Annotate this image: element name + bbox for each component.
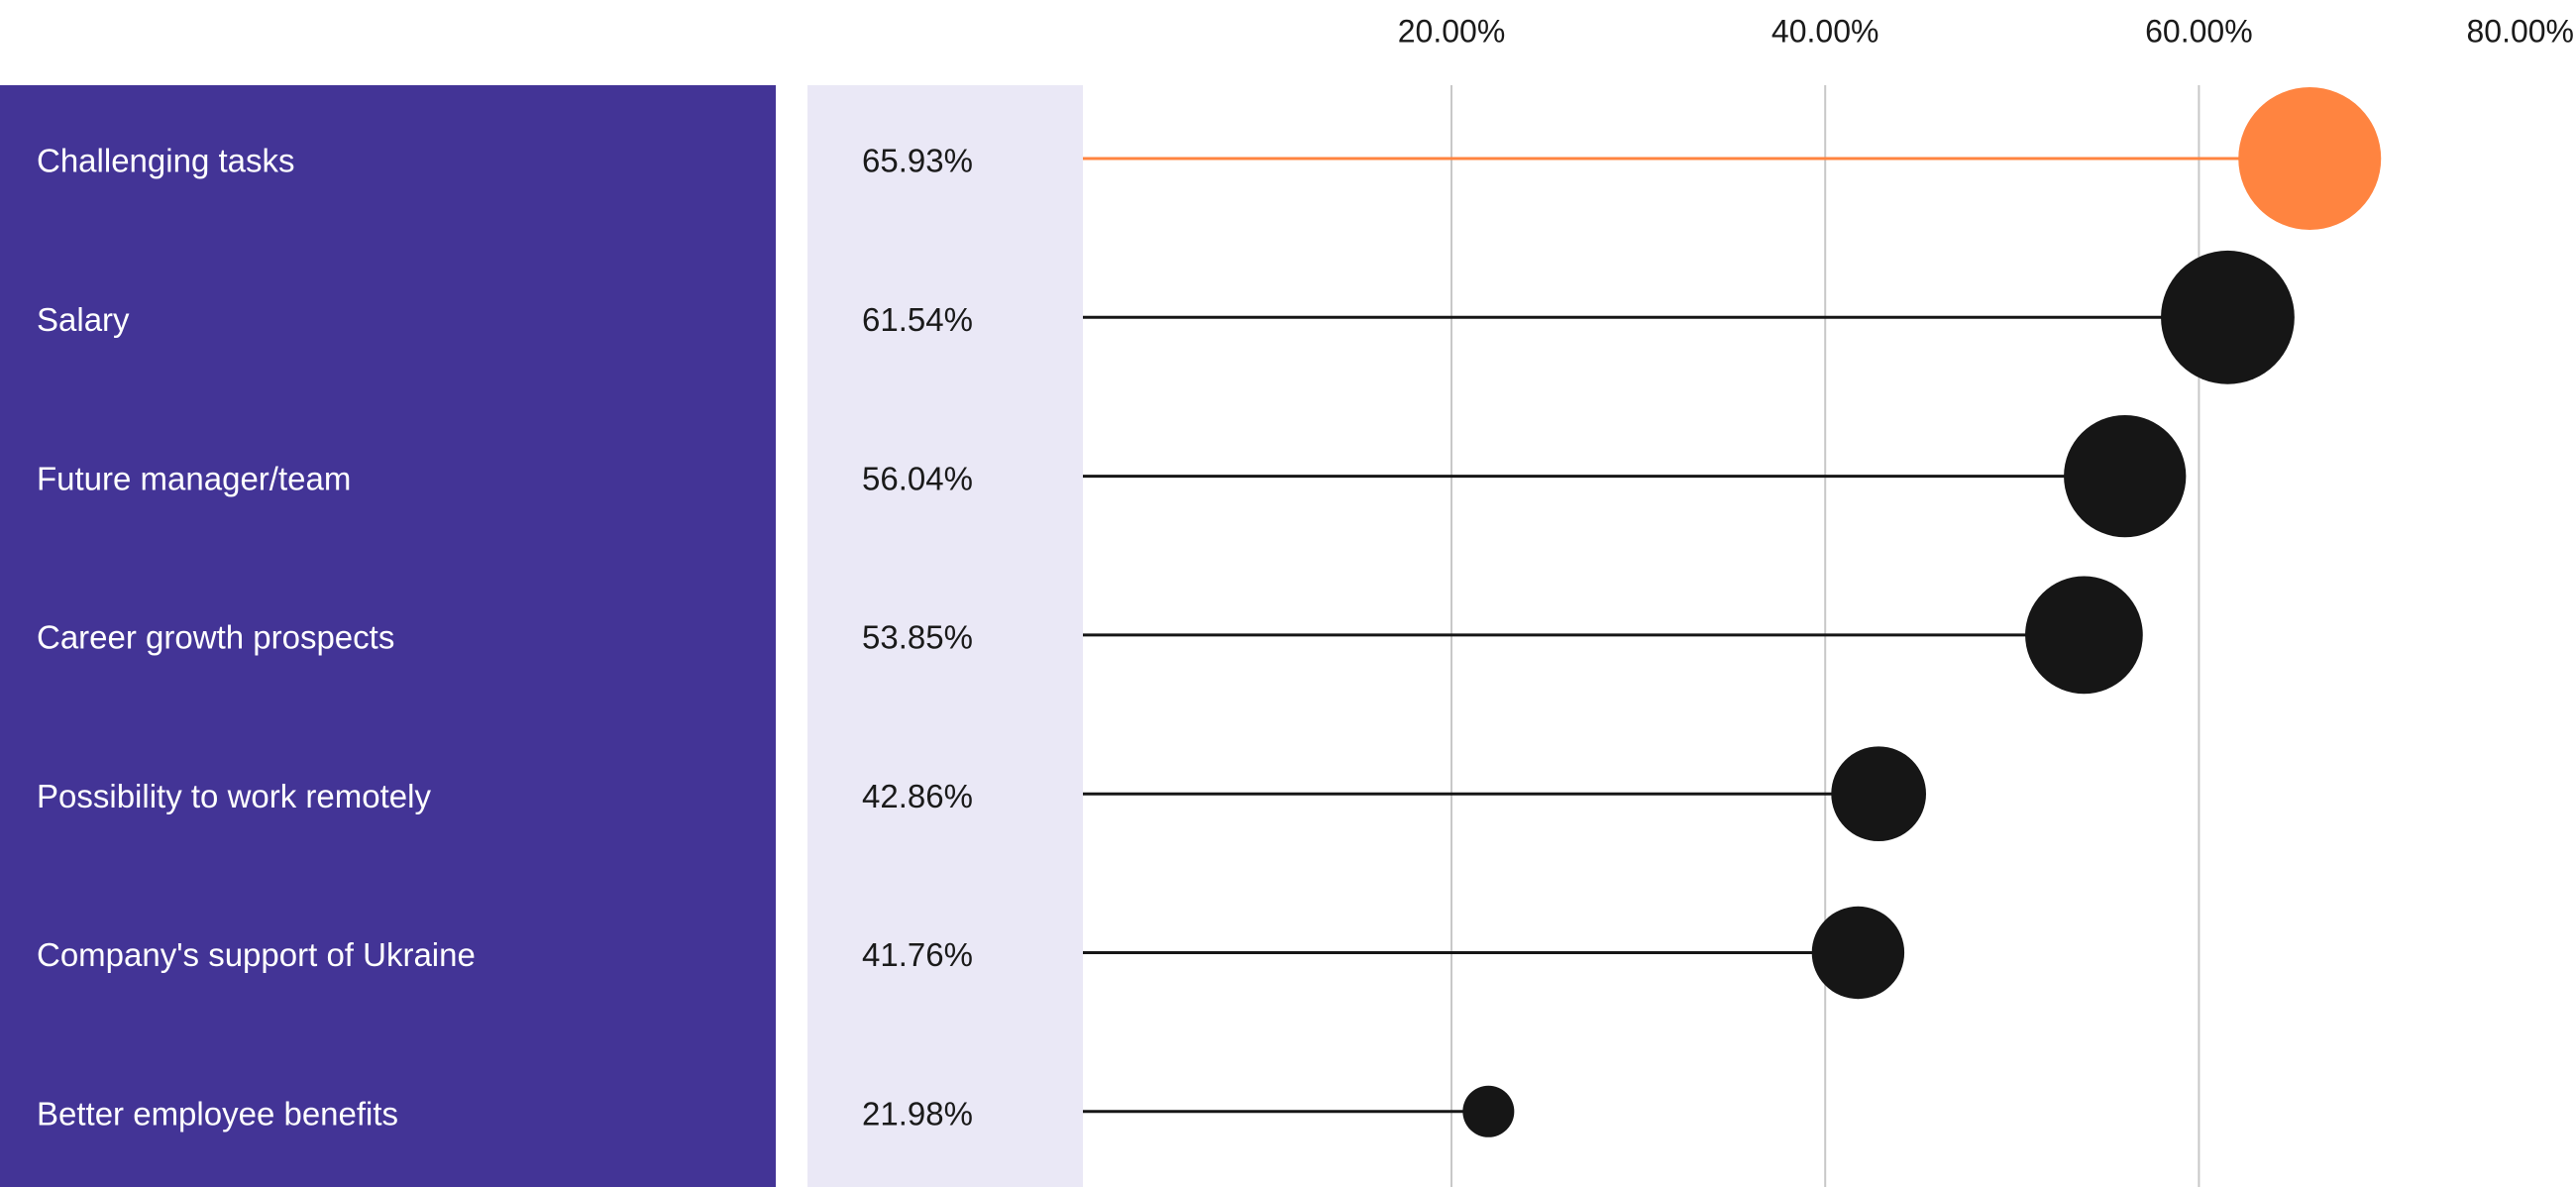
value-label: 65.93%	[862, 143, 973, 179]
lollipop-marker	[1831, 746, 1926, 842]
value-label: 21.98%	[862, 1096, 973, 1133]
x-tick-label: 80.00%	[2466, 13, 2574, 49]
value-label: 42.86%	[862, 778, 973, 814]
category-label: Company's support of Ukraine	[37, 936, 476, 973]
value-label-panel	[807, 85, 1083, 1187]
category-label-panel	[0, 85, 776, 1187]
lollipop-marker	[2238, 87, 2382, 230]
value-label: 53.85%	[862, 619, 973, 656]
category-label: Better employee benefits	[37, 1096, 398, 1133]
lollipop-marker	[2064, 414, 2187, 538]
lollipop-marker	[1462, 1085, 1515, 1137]
category-label: Future manager/team	[37, 460, 351, 496]
x-tick-label: 20.00%	[1398, 13, 1506, 49]
category-label: Possibility to work remotely	[37, 778, 431, 814]
value-label: 56.04%	[862, 460, 973, 496]
x-tick-label: 60.00%	[2145, 13, 2253, 49]
category-label: Challenging tasks	[37, 143, 295, 179]
lollipop-marker	[1811, 906, 1905, 1000]
lollipop-marker	[2161, 250, 2295, 384]
category-label: Salary	[37, 301, 130, 338]
value-label: 61.54%	[862, 301, 973, 338]
value-label: 41.76%	[862, 936, 973, 973]
category-label: Career growth prospects	[37, 619, 394, 656]
lollipop-marker	[2025, 576, 2143, 695]
x-tick-label: 40.00%	[1771, 13, 1879, 49]
